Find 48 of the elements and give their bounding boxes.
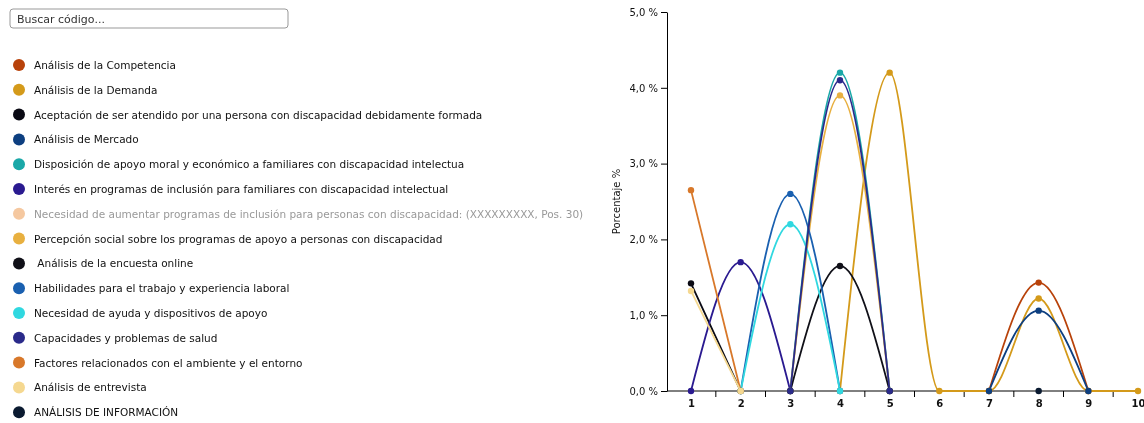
y-tick-label: 2,0 % — [629, 234, 658, 246]
y-tick-label: 3,0 % — [629, 158, 658, 170]
x-tick-label: 6 — [936, 398, 944, 410]
point — [836, 92, 844, 99]
legend-label: Aceptación de ser atendido por una persona con discapacidad debidamente formada — [34, 108, 483, 121]
point — [787, 190, 794, 198]
x-tick-label: 1 — [688, 398, 696, 410]
point — [737, 258, 744, 266]
y-tick-label: 0,0 % — [629, 385, 658, 397]
x-tick-label: 3 — [787, 398, 795, 410]
legend-label: Interés en programas de inclusión para familiares con discapacidad intelectual — [34, 183, 449, 195]
legend-label: Análisis de la encuesta online — [34, 257, 194, 270]
point — [687, 387, 695, 395]
y-tick-label: 5,0 % — [629, 6, 658, 18]
search-field: Buscar código... — [9, 8, 289, 29]
point — [687, 186, 695, 194]
point — [1035, 279, 1042, 286]
legend-label: Capacidades y problemas de salud — [34, 331, 218, 344]
y-tick-label: 4,0 % — [629, 82, 658, 94]
legend-label: Habilidades para el trabajo y experiencia laboral — [34, 282, 290, 295]
point — [687, 280, 695, 287]
legend-label: ANÁLISIS DE INFORMACIÓN — [34, 406, 179, 419]
point — [836, 77, 844, 84]
point — [1035, 295, 1042, 302]
legend-label: Necesidad de aumentar programas de inclusión para personas con discapacidad: (XXXXXXXXX, Pos. 30) — [34, 207, 584, 220]
legend-label: Disposición de apoyo moral y económico a familiares con discapacidad intelectua — [34, 158, 465, 171]
legend-label: Factores relacionados con el ambiente y el entorno — [34, 356, 303, 369]
x-tick-label: 9 — [1085, 398, 1093, 410]
point — [836, 262, 844, 270]
legend-label: Análisis de la Demanda — [34, 83, 158, 96]
legend-label: Necesidad de ayuda y dispositivos de apoyo — [34, 307, 268, 319]
y-tick-label: 1,0 % — [629, 309, 658, 321]
point — [1134, 387, 1142, 395]
x-tick-label: 8 — [1035, 398, 1043, 410]
point — [886, 69, 893, 76]
point — [836, 69, 844, 76]
legend-label: Análisis de Mercado — [34, 133, 139, 146]
point — [687, 287, 695, 295]
point — [787, 221, 794, 228]
x-tick-label: 2 — [737, 398, 745, 410]
point — [1035, 307, 1042, 314]
x-tick-label: 7 — [986, 398, 994, 410]
legend-label: Análisis de entrevista — [34, 381, 147, 394]
x-tick-label: 5 — [886, 398, 894, 410]
x-tick-label: 4 — [837, 398, 845, 410]
legend-label: Análisis de la Competencia — [34, 59, 176, 71]
legend-label: Percepción social sobre los programas de apoyo a personas con discapacidad — [34, 232, 443, 245]
y-axis-title: Porcentaje % — [611, 168, 622, 235]
